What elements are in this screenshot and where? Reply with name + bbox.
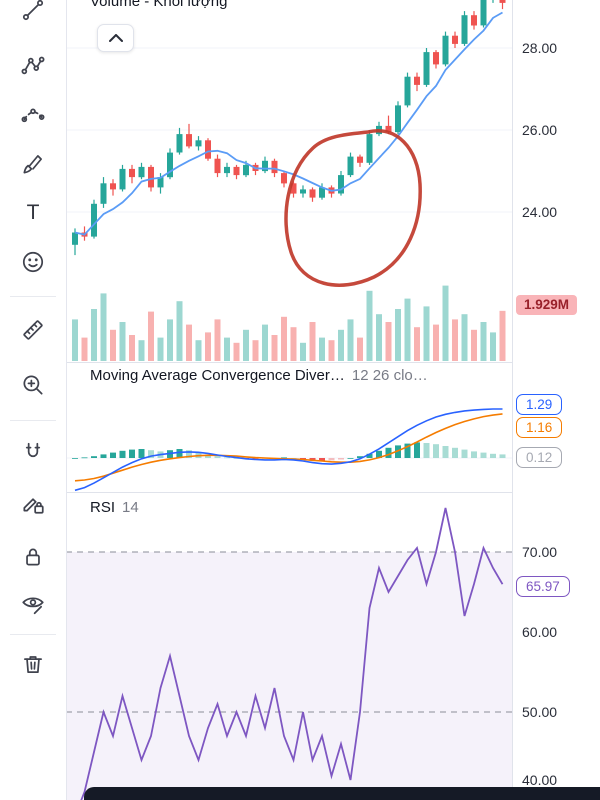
bottom-panel-edge[interactable] bbox=[84, 787, 600, 800]
macd-params-text: 12 26 clo… bbox=[351, 367, 428, 384]
volume-legend: Volume - Khối lượng bbox=[90, 0, 228, 10]
price-axis-label: 26.00 bbox=[522, 122, 558, 138]
zoom-in-icon[interactable] bbox=[17, 369, 49, 401]
toolbar-divider bbox=[10, 296, 56, 297]
histogram-value-badge: 0.12 bbox=[516, 447, 563, 468]
macd-line-value-badge: 1.29 bbox=[516, 394, 563, 415]
signal-line-value-badge: 1.16 bbox=[516, 417, 563, 438]
hide-drawings-eye-icon[interactable] bbox=[17, 588, 49, 620]
macd-indicator-title: Moving Average Convergence Diver… 12 26 c… bbox=[90, 367, 428, 384]
rsi-indicator-title: RSI 14 bbox=[90, 499, 139, 516]
macd-title-text: Moving Average Convergence Diver… bbox=[90, 367, 345, 384]
toolbar-divider bbox=[10, 634, 56, 635]
trend-line-icon[interactable] bbox=[17, 0, 49, 26]
macd-chart-canvas[interactable] bbox=[66, 362, 512, 492]
emoji-tool-icon[interactable] bbox=[17, 246, 49, 278]
rsi-value-badge: 65.97 bbox=[516, 576, 570, 597]
rsi-params-text: 14 bbox=[122, 499, 139, 516]
price-axis[interactable]: 28.00 26.00 24.00 1.929M 1.29 1.16 0.12 … bbox=[512, 0, 600, 788]
drawing-toolbar: T bbox=[0, 0, 67, 800]
price-axis-label: 28.00 bbox=[522, 40, 558, 56]
toolbar-divider bbox=[10, 420, 56, 421]
rsi-axis-label: 70.00 bbox=[522, 544, 558, 560]
price-chart-canvas[interactable] bbox=[66, 0, 512, 362]
ruler-icon[interactable] bbox=[17, 314, 49, 346]
curve-tool-icon[interactable] bbox=[17, 99, 49, 131]
brush-icon[interactable] bbox=[17, 148, 49, 180]
rsi-title-text: RSI bbox=[90, 499, 116, 516]
drawing-lock-icon[interactable] bbox=[17, 487, 49, 519]
pane-separator bbox=[66, 362, 600, 363]
lock-icon[interactable] bbox=[17, 541, 49, 573]
xabcd-pattern-icon[interactable] bbox=[17, 50, 49, 82]
rsi-axis-label: 60.00 bbox=[522, 624, 558, 640]
rsi-chart-canvas[interactable] bbox=[66, 492, 512, 800]
price-axis-label: 24.00 bbox=[522, 204, 558, 220]
chevron-up-icon bbox=[108, 34, 123, 42]
rsi-axis-label: 40.00 bbox=[522, 772, 558, 788]
magnet-icon[interactable] bbox=[17, 437, 49, 469]
text-tool-icon[interactable]: T bbox=[26, 201, 40, 224]
trash-icon[interactable] bbox=[17, 648, 49, 680]
volume-value-badge: 1.929M bbox=[516, 295, 578, 315]
rsi-axis-label: 50.00 bbox=[522, 704, 558, 720]
collapse-pane-button[interactable] bbox=[97, 24, 134, 52]
pane-separator bbox=[66, 492, 600, 493]
